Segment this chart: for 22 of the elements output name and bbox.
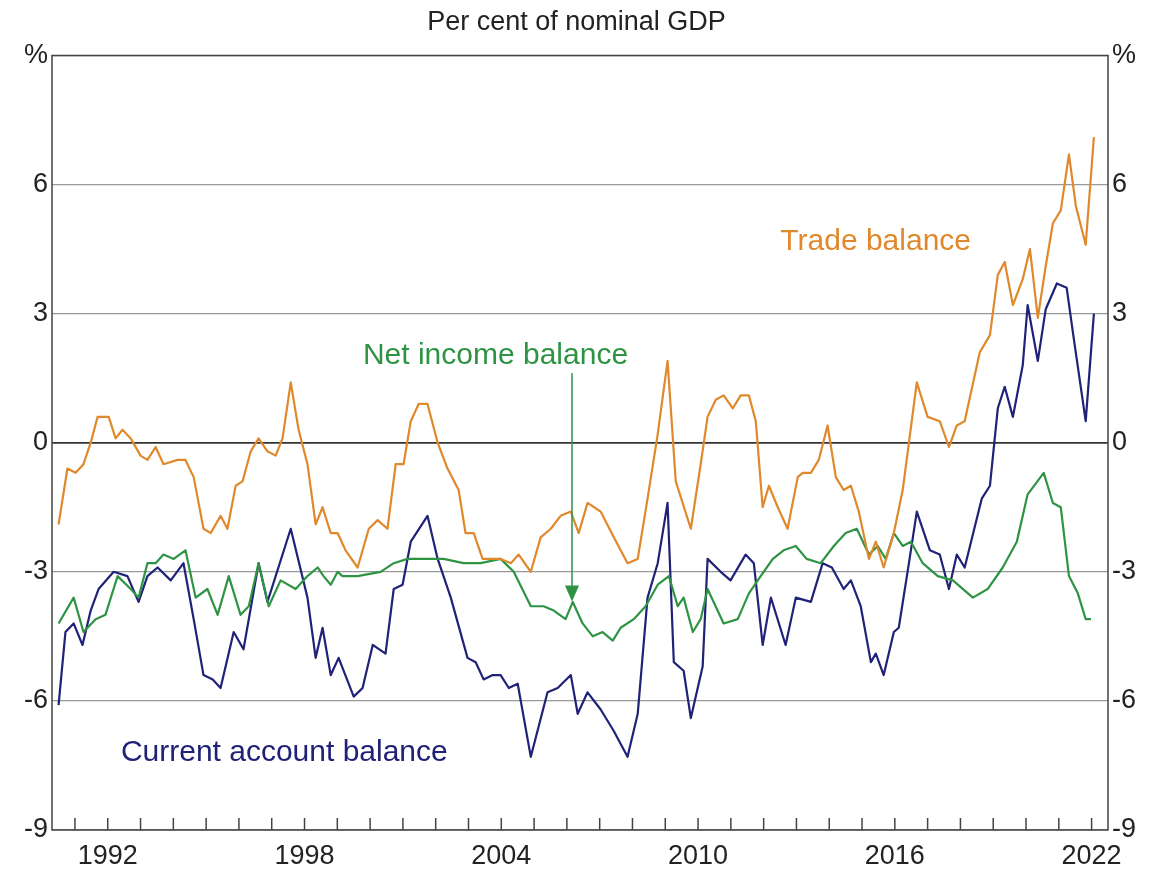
y-tick-label: -6 [23,684,48,715]
y-tick-label: 3 [32,297,48,328]
text: Current account balance [120,733,448,768]
x-tick-label: 2004 [471,839,532,870]
y-tick-label: 0 [32,426,48,457]
y2-tick-label: 6 [1112,167,1128,198]
y-tick-label: % [23,38,48,69]
y-tick-label: -9 [23,813,48,844]
x-tick-label: 2016 [864,839,925,870]
text: Net income balance [362,336,629,371]
y2-tick-label: -3 [1112,555,1137,586]
y-tick-label: 6 [32,167,48,198]
y2-tick-label: 3 [1112,297,1128,328]
chart-title: Per cent of nominal GDP [427,5,726,36]
x-tick-label: 1992 [77,839,138,870]
y2-tick-label: 0 [1112,426,1128,457]
series-label: Trade balance [780,222,972,257]
x-tick-label: 2010 [668,839,729,870]
y2-tick-label: -6 [1112,684,1137,715]
y2-tick-label: % [1112,38,1137,69]
x-tick-label: 1998 [274,839,335,870]
y-tick-label: -3 [23,555,48,586]
